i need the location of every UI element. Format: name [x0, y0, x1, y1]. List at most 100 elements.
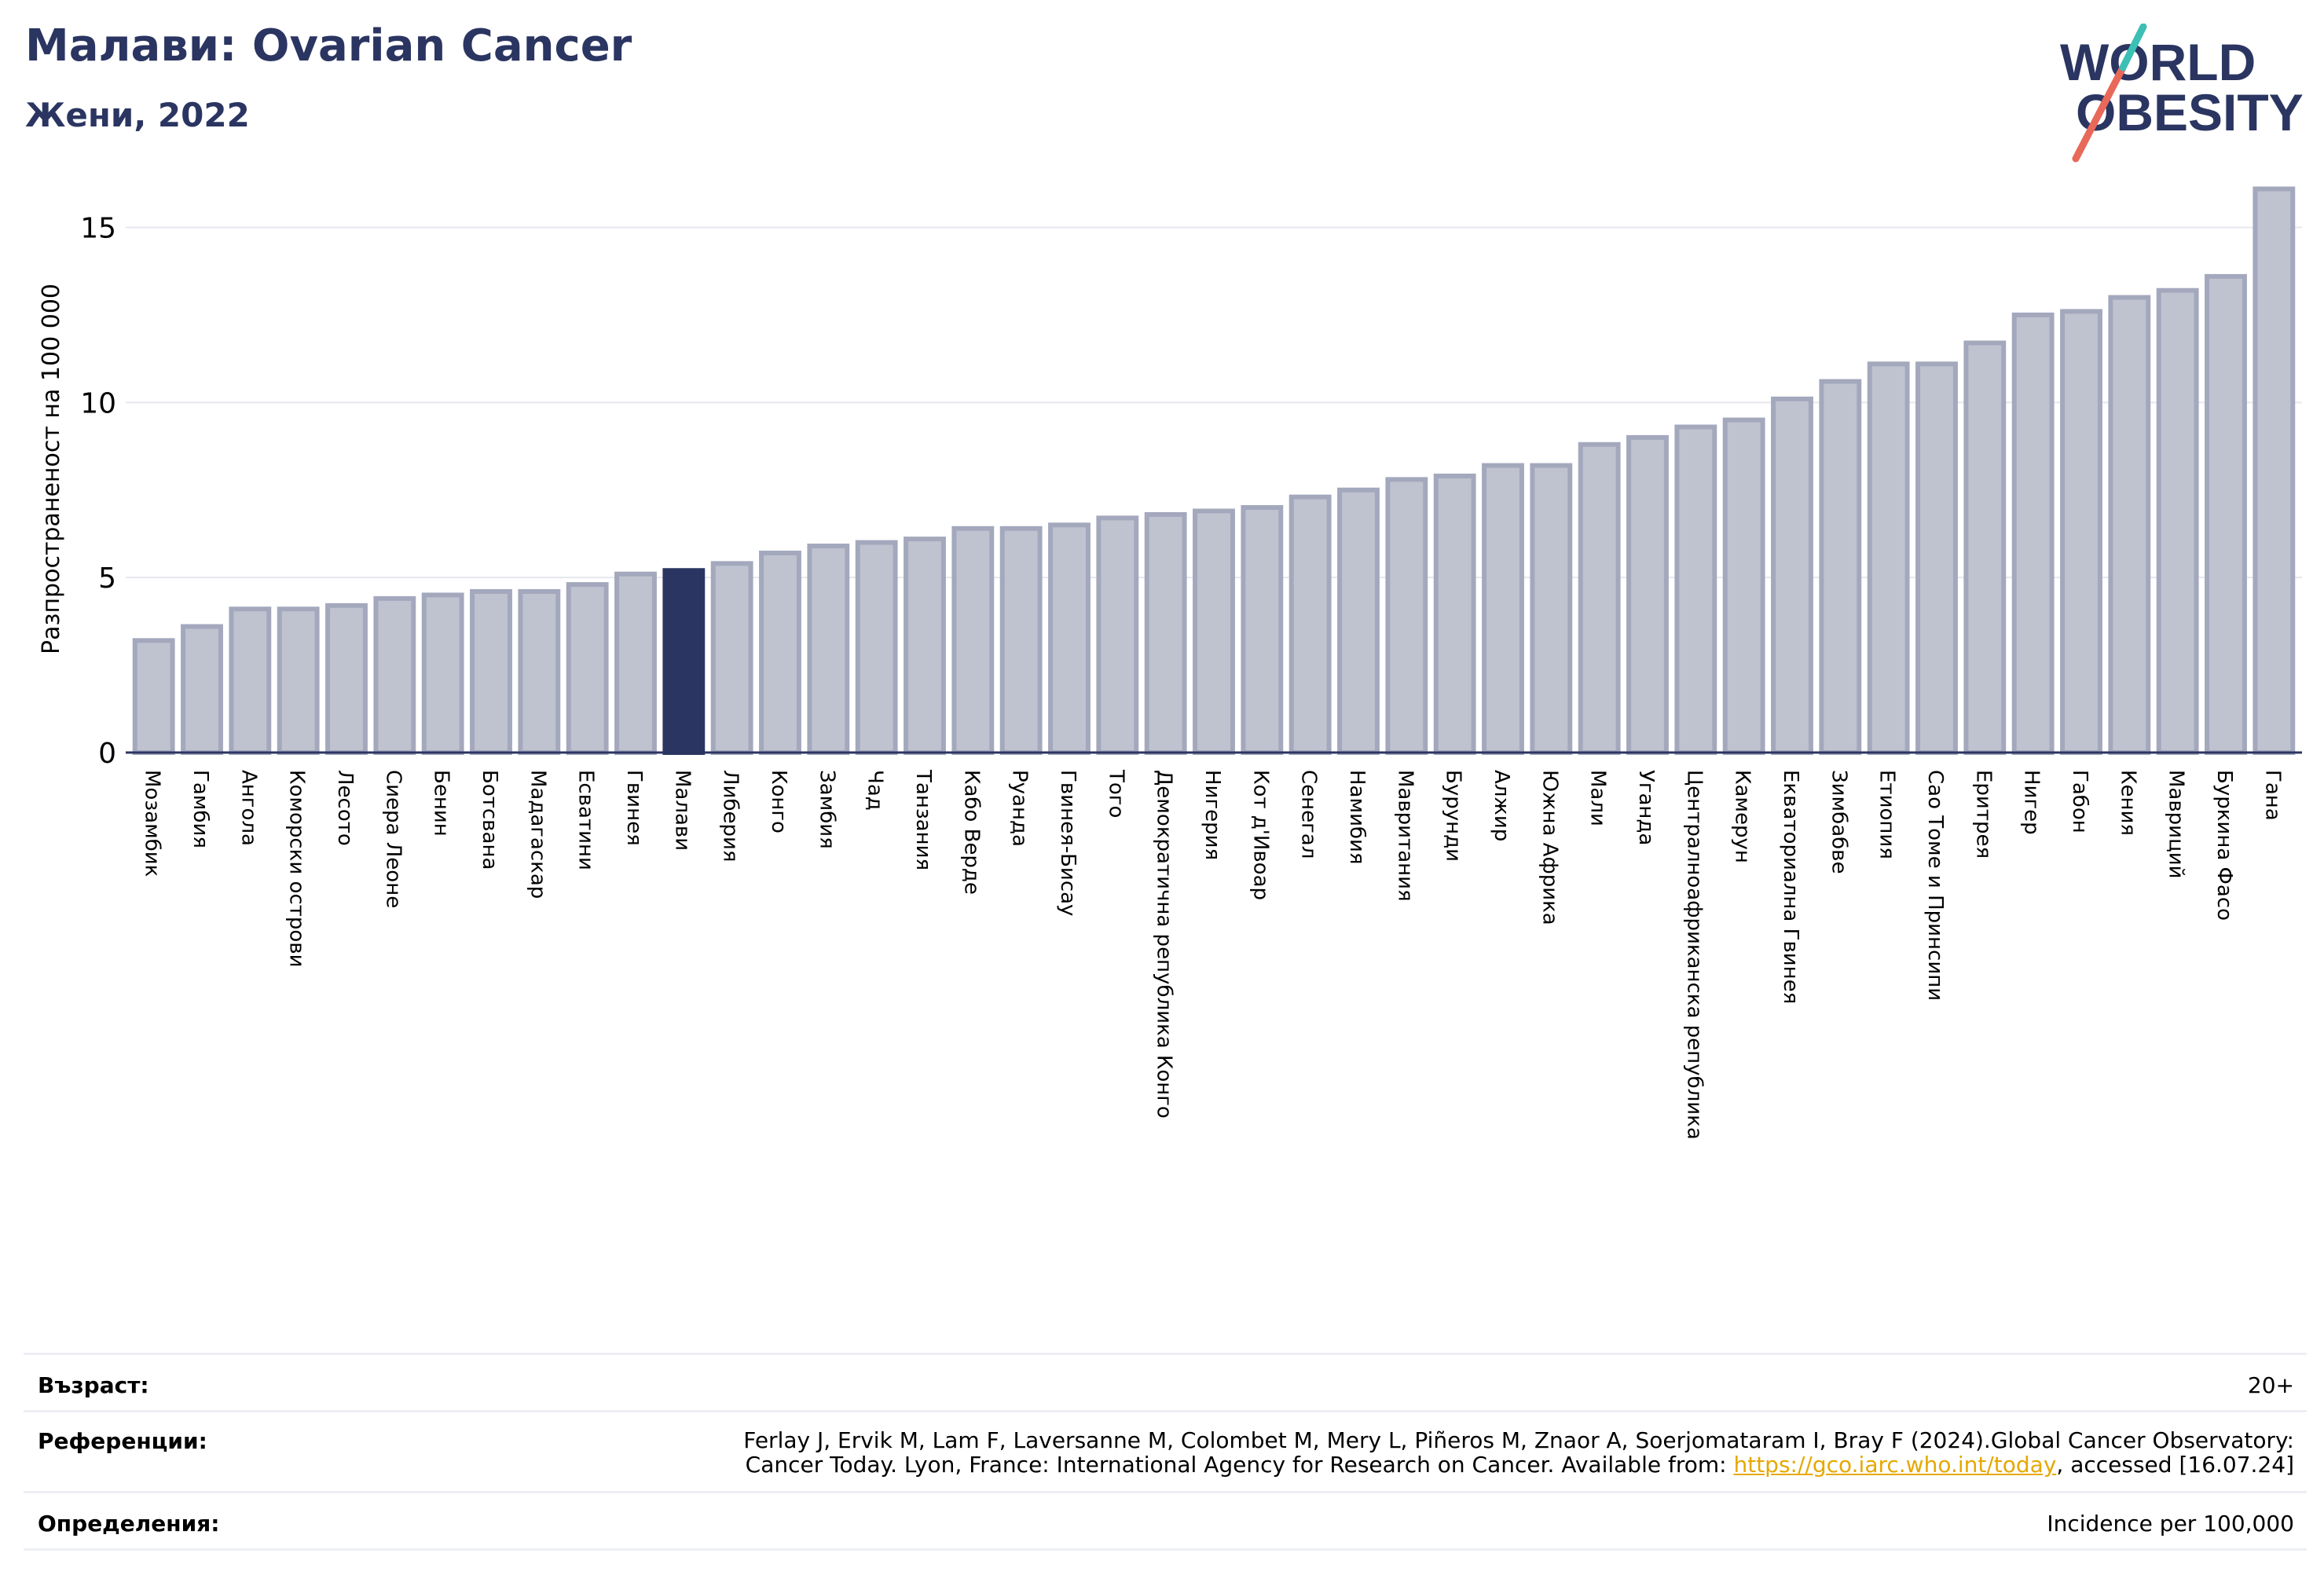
world-obesity-logo: WORLD OBESITY [2060, 24, 2304, 163]
x-tick-label: Ботсвана [478, 770, 501, 870]
bar [1915, 361, 1958, 755]
bar [132, 638, 175, 755]
x-tick-label: Кения [2116, 770, 2139, 836]
x-tick-label: Габон [2068, 770, 2091, 833]
y-axis-label: Разпространеност на 100 000 [38, 284, 65, 654]
x-tick-label: Мавриций [2165, 770, 2188, 879]
bar [421, 592, 464, 756]
definitions-label: Определения: [38, 1511, 220, 1537]
x-tick-label: Екваториална Гвинея [1779, 770, 1802, 1004]
x-tick-label: Централноафриканска република [1682, 770, 1706, 1140]
bar [229, 606, 272, 755]
y-tick-layer: 0 5 10 15 [80, 212, 116, 770]
x-tick-label: Замбия [815, 770, 838, 849]
x-tick-label: Танзания [911, 769, 935, 870]
bar [2253, 186, 2296, 755]
bar [2156, 288, 2199, 756]
bar [904, 537, 946, 755]
x-tick-label: Ангола [236, 770, 260, 846]
x-tick-label: Коморски острови [285, 770, 309, 968]
x-tick-label: Того [1104, 769, 1127, 818]
x-tick-label: Гвинея [622, 770, 646, 846]
bar [1578, 441, 1621, 756]
x-tick-label: Малави [670, 770, 694, 851]
bar [951, 526, 995, 755]
footer-row-definitions: Определения: Incidence per 100,000 [24, 1491, 2307, 1551]
x-tick-label: Гвинея-Бисау [1056, 770, 1080, 916]
bar [1433, 473, 1476, 755]
x-tick-label: Сао Томе и Принсипи [1923, 770, 1947, 1001]
bar [470, 588, 512, 756]
bar [807, 544, 850, 755]
bar [1867, 361, 1910, 755]
x-tick-label: Гана [2260, 770, 2284, 821]
x-tick-label: Еритрея [1971, 770, 1995, 859]
x-tick-label: Демократична република Конго [1153, 770, 1176, 1119]
x-tick-label: Гамбия [189, 770, 212, 848]
x-tick-label: Мали [1586, 770, 1610, 826]
bar [181, 624, 223, 755]
bar [1144, 511, 1187, 756]
bar [1048, 522, 1091, 755]
footer-row-references: Референции: Ferlay J, Ervik M, Lam F, La… [24, 1410, 2307, 1491]
x-tick-label: Уганда [1634, 770, 1658, 845]
bar [1193, 508, 1235, 756]
x-tick-label: Бенин [430, 770, 453, 837]
x-tick-label: Зимбабве [1827, 770, 1850, 874]
bar [855, 540, 898, 755]
x-tick-label: Сиера Леоне [381, 770, 405, 908]
references-text: Cancer Today. Lyon, France: Internationa… [745, 1452, 1734, 1478]
bar [999, 526, 1043, 755]
bar [614, 571, 657, 755]
bar [1096, 515, 1139, 756]
x-tick-label: Чад [863, 770, 887, 811]
bar [373, 595, 416, 756]
bar [1337, 487, 1380, 755]
y-tick-label: 15 [80, 212, 116, 244]
bar [566, 582, 609, 756]
bar [2108, 295, 2151, 755]
x-tick-label: Мавритания [1393, 770, 1417, 902]
age-label: Възраст: [38, 1372, 149, 1398]
bar [2011, 312, 2055, 755]
x-tick-label: Кабо Верде [959, 770, 983, 895]
x-tick-label: Алжир [1490, 770, 1513, 841]
bar-chart: 0 5 10 15 Мозамбик Гамбия Ангола Коморски остр… [38, 186, 2302, 1140]
bar [1674, 424, 1717, 755]
y-tick-label: 5 [98, 562, 116, 595]
x-tick-label: Камерун [1731, 770, 1754, 863]
references-line-1: Ferlay J, Ervik M, Lam F, Laversanne M, … [743, 1427, 2294, 1453]
x-tick-label: Конго [767, 770, 790, 833]
x-tick-layer: Мозамбик Гамбия Ангола Коморски острови Лесо… [141, 769, 2285, 1140]
bar [518, 588, 561, 756]
bar [1626, 434, 1669, 756]
bar [1771, 396, 1813, 755]
x-tick-label: Есватини [574, 770, 598, 870]
references-line-2: Cancer Today. Lyon, France: Internationa… [743, 1452, 2294, 1477]
definitions-value: Incidence per 100,000 [2047, 1511, 2294, 1537]
references-label: Референции: [38, 1428, 207, 1454]
x-tick-label: Либерия [719, 770, 742, 863]
x-tick-label: Мозамбик [141, 770, 164, 877]
logo-slash-teal [2119, 24, 2147, 71]
x-tick-label: Кот д'Ивоар [1248, 770, 1272, 900]
bar [1482, 463, 1524, 755]
x-tick-label: Нигерия [1200, 770, 1224, 860]
x-tick-label: Руанда [1008, 770, 1032, 847]
bar [1963, 340, 2007, 755]
x-tick-label: Бурунди [1442, 770, 1465, 862]
x-tick-label: Буркина Фасо [2212, 770, 2236, 921]
bar-layer [132, 186, 2296, 756]
bar [1722, 417, 1765, 755]
x-tick-label: Етиопия [1875, 770, 1899, 859]
bar [325, 603, 368, 755]
bar [1385, 477, 1428, 755]
bar-highlight [662, 568, 706, 755]
footer-row-age: Възраст: 20+ [24, 1353, 2307, 1410]
bar [710, 561, 753, 755]
logo-slash-red [2072, 64, 2127, 163]
y-tick-label: 10 [80, 387, 116, 419]
chart-subtitle: Жени, 2022 [25, 96, 250, 134]
references-link[interactable]: https://gco.iarc.who.int/today [1733, 1452, 2057, 1478]
x-tick-label: Мадагаскар [526, 770, 549, 899]
